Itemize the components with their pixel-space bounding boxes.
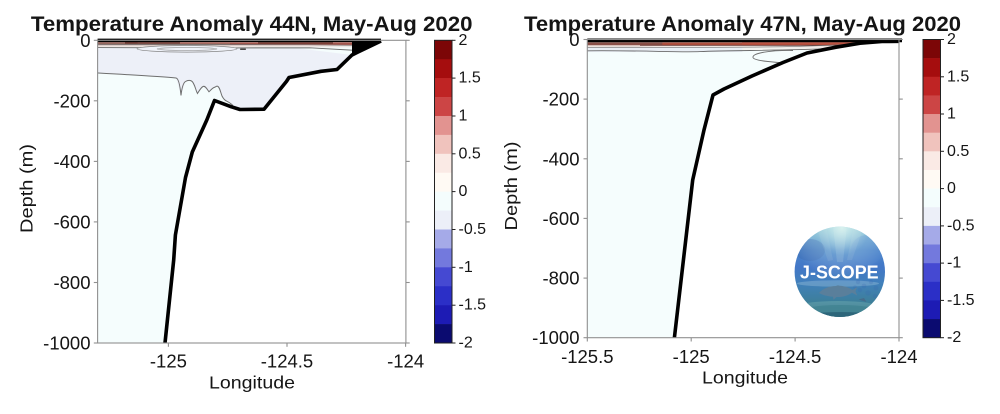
svg-text:0: 0 <box>80 30 90 51</box>
svg-text:-1: -1 <box>459 259 473 276</box>
svg-text:Depth (m): Depth (m) <box>17 144 37 233</box>
svg-text:-1000: -1000 <box>532 327 579 348</box>
svg-text:-600: -600 <box>53 211 90 232</box>
svg-text:-200: -200 <box>542 89 579 110</box>
svg-text:-1: -1 <box>947 255 961 272</box>
svg-text:1: 1 <box>459 108 468 125</box>
svg-text:-1.5: -1.5 <box>947 292 975 309</box>
svg-text:-0.5: -0.5 <box>459 221 487 238</box>
svg-text:-2: -2 <box>947 329 961 346</box>
svg-text:-125.5: -125.5 <box>561 346 613 367</box>
svg-text:-400: -400 <box>542 148 579 169</box>
svg-text:-800: -800 <box>542 268 579 289</box>
svg-text:-124: -124 <box>880 346 917 367</box>
svg-text:-1.5: -1.5 <box>459 297 487 314</box>
svg-text:0.5: 0.5 <box>459 145 481 162</box>
svg-text:-124.5: -124.5 <box>769 346 821 367</box>
svg-text:J-SCOPE: J-SCOPE <box>800 262 879 283</box>
svg-text:-600: -600 <box>542 208 579 229</box>
svg-text:-400: -400 <box>53 151 90 172</box>
svg-text:0: 0 <box>947 180 956 197</box>
svg-text:-125: -125 <box>673 346 710 367</box>
svg-text:-124: -124 <box>387 350 424 371</box>
svg-text:-124.5: -124.5 <box>261 350 313 371</box>
svg-text:-200: -200 <box>53 90 90 111</box>
svg-text:0: 0 <box>569 29 579 50</box>
svg-text:0: 0 <box>459 183 468 200</box>
svg-text:Longitude: Longitude <box>702 367 788 387</box>
svg-text:-800: -800 <box>53 272 90 293</box>
svg-text:2: 2 <box>459 32 468 49</box>
svg-text:1.5: 1.5 <box>459 70 481 87</box>
svg-text:-125: -125 <box>150 350 187 371</box>
svg-text:-1000: -1000 <box>43 333 90 354</box>
svg-text:1.5: 1.5 <box>947 68 969 85</box>
svg-text:-0.5: -0.5 <box>947 217 975 234</box>
svg-text:-2: -2 <box>459 335 473 352</box>
svg-text:Temperature Anomaly 44N, May-A: Temperature Anomaly 44N, May-Aug 2020 <box>31 12 473 36</box>
svg-text:0.5: 0.5 <box>947 143 969 160</box>
svg-text:1: 1 <box>947 106 956 123</box>
svg-text:Depth (m): Depth (m) <box>501 142 521 231</box>
svg-text:Longitude: Longitude <box>209 372 295 392</box>
svg-text:2: 2 <box>947 31 956 48</box>
svg-text:Temperature Anomaly 47N, May-A: Temperature Anomaly 47N, May-Aug 2020 <box>524 12 961 36</box>
